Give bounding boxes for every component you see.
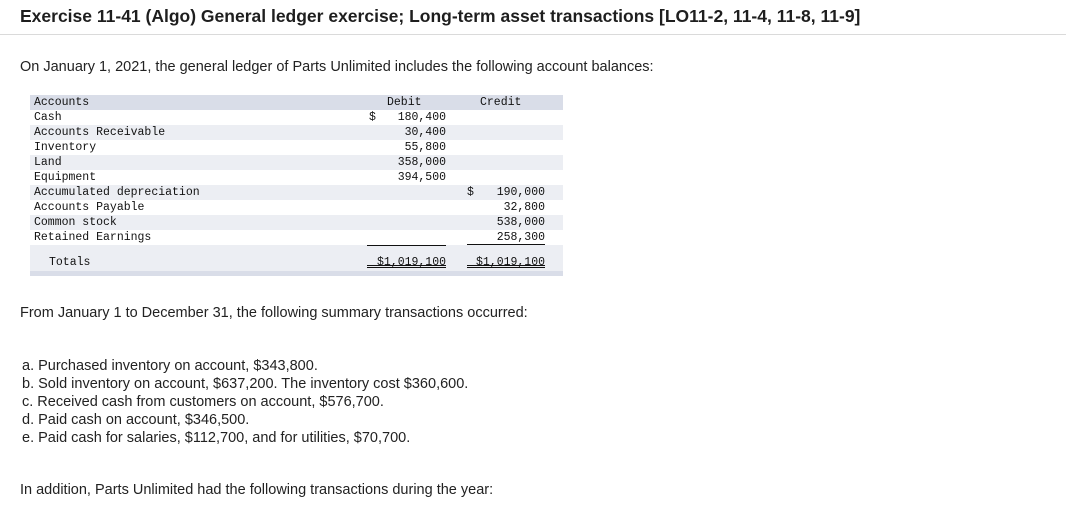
title-divider [0, 34, 1066, 35]
ledger-row: Cash $ 180,400 [30, 110, 563, 125]
debit-currency: $ [369, 111, 376, 124]
credit-header: Credit [480, 96, 522, 109]
credit-value: 258,300 [496, 231, 545, 244]
ledger-row: Inventory 55,800 [30, 140, 563, 155]
credit-total-double-rule [467, 265, 545, 268]
ledger-row: Accounts Payable 32,800 [30, 200, 563, 215]
transaction-item: a. Purchased inventory on account, $343,… [22, 358, 318, 374]
credit-value: 538,000 [496, 216, 545, 229]
account-name: Inventory [34, 141, 97, 154]
account-name: Cash [34, 111, 62, 124]
debit-value: 55,800 [404, 141, 446, 154]
debit-header: Debit [387, 96, 422, 109]
credit-underline [467, 244, 545, 245]
credit-value: 190,000 [496, 186, 545, 199]
account-name: Accumulated depreciation [34, 186, 200, 199]
account-name: Land [34, 156, 62, 169]
account-name: Accounts Payable [34, 201, 145, 214]
account-name: Common stock [34, 216, 117, 229]
debit-total-double-rule [367, 265, 446, 268]
transaction-item: d. Paid cash on account, $346,500. [22, 412, 250, 428]
ledger-row: Equipment 394,500 [30, 170, 563, 185]
account-name: Retained Earnings [34, 231, 152, 244]
transaction-item: b. Sold inventory on account, $637,200. … [22, 376, 469, 392]
credit-total: $1,019,100 [475, 256, 545, 269]
totals-label: Totals [49, 256, 91, 269]
debit-total: $1,019,100 [376, 256, 446, 269]
exercise-title: Exercise 11-41 (Algo) General ledger exe… [20, 6, 861, 26]
debit-value: 358,000 [397, 156, 446, 169]
ledger-row: Land 358,000 [30, 155, 563, 170]
debit-total-rule [367, 245, 446, 246]
transactions-intro: From January 1 to December 31, the follo… [20, 305, 528, 321]
ledger-row: Accumulated depreciation $ 190,000 [30, 185, 563, 200]
transaction-item: c. Received cash from customers on accou… [22, 394, 384, 410]
credit-currency: $ [467, 186, 474, 199]
intro-text: On January 1, 2021, the general ledger o… [20, 59, 654, 75]
credit-value: 32,800 [503, 201, 545, 214]
ledger-bottom-bar [30, 271, 563, 276]
totals-row: Totals $1,019,100 $1,019,100 [30, 245, 563, 271]
ledger-row: Retained Earnings 258,300 [30, 230, 563, 245]
account-name: Equipment [34, 171, 97, 184]
addition-text: In addition, Parts Unlimited had the fol… [20, 482, 494, 498]
accounts-header: Accounts [34, 96, 90, 109]
debit-value: 180,400 [397, 111, 446, 124]
ledger-row: Accounts Receivable 30,400 [30, 125, 563, 140]
debit-value: 394,500 [397, 171, 446, 184]
debit-value: 30,400 [404, 126, 446, 139]
ledger-header-row: Accounts Debit Credit [30, 95, 563, 110]
account-name: Accounts Receivable [34, 126, 166, 139]
transactions-list: a. Purchased inventory on account, $343,… [22, 357, 468, 447]
ledger-row: Common stock 538,000 [30, 215, 563, 230]
transaction-item: e. Paid cash for salaries, $112,700, and… [22, 430, 411, 446]
ledger-table: Accounts Debit Credit Cash $ 180,400 Acc… [30, 95, 563, 276]
